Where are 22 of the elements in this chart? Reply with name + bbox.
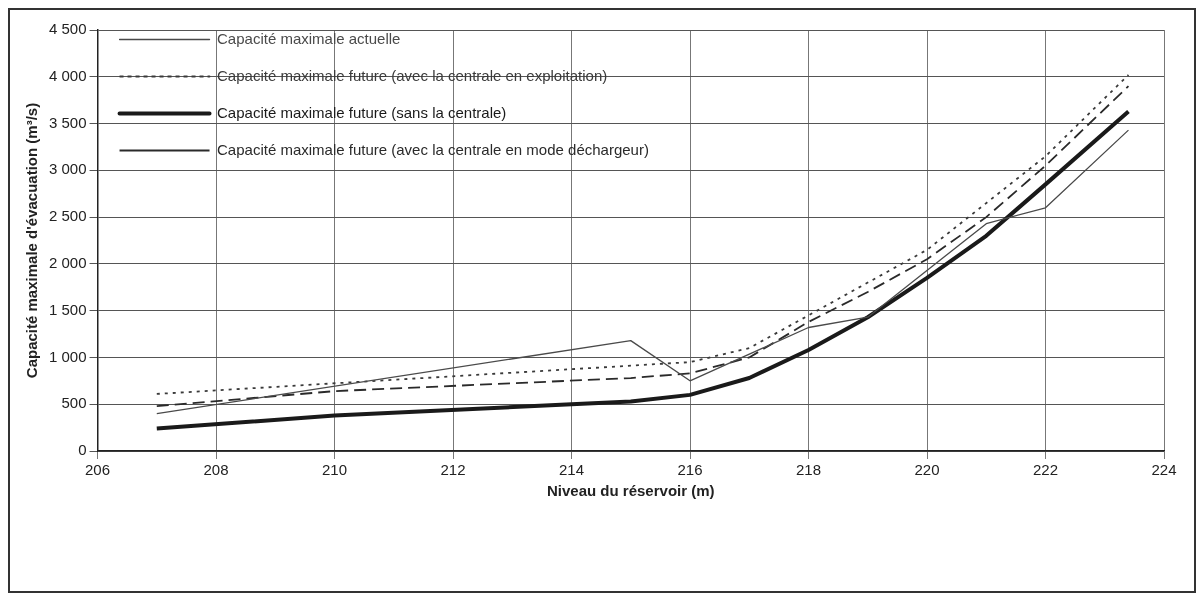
y-tick-label: 3 500 bbox=[48, 113, 87, 131]
y-tick-label: 500 bbox=[61, 394, 87, 412]
x-tick-label: 218 bbox=[796, 461, 822, 479]
y-tick-label: 2 500 bbox=[48, 207, 87, 225]
y-axis-title: Capacité maximale d'évacuation (m³/s) bbox=[23, 102, 41, 379]
y-tick-label: 1 000 bbox=[48, 347, 87, 365]
y-tick-label: 2 000 bbox=[48, 254, 87, 272]
x-axis-title: Niveau du réservoir (m) bbox=[546, 482, 715, 500]
y-tick-label: 4 500 bbox=[48, 20, 87, 38]
x-tick-label: 210 bbox=[322, 461, 348, 479]
y-tick-label: 3 000 bbox=[48, 160, 87, 178]
x-tick-label: 214 bbox=[559, 461, 585, 479]
x-tick-label: 206 bbox=[85, 461, 111, 479]
x-tick-label: 208 bbox=[203, 461, 229, 479]
x-tick-label: 220 bbox=[914, 461, 940, 479]
y-tick-label: 4 000 bbox=[48, 66, 87, 84]
x-tick-label: 216 bbox=[677, 461, 703, 479]
y-tick-label: 1 500 bbox=[48, 300, 87, 318]
x-tick-label: 224 bbox=[1151, 461, 1177, 479]
x-tick-label: 222 bbox=[1032, 461, 1059, 479]
x-tick-label: 212 bbox=[440, 461, 466, 479]
y-tick-label: 0 bbox=[78, 441, 87, 459]
